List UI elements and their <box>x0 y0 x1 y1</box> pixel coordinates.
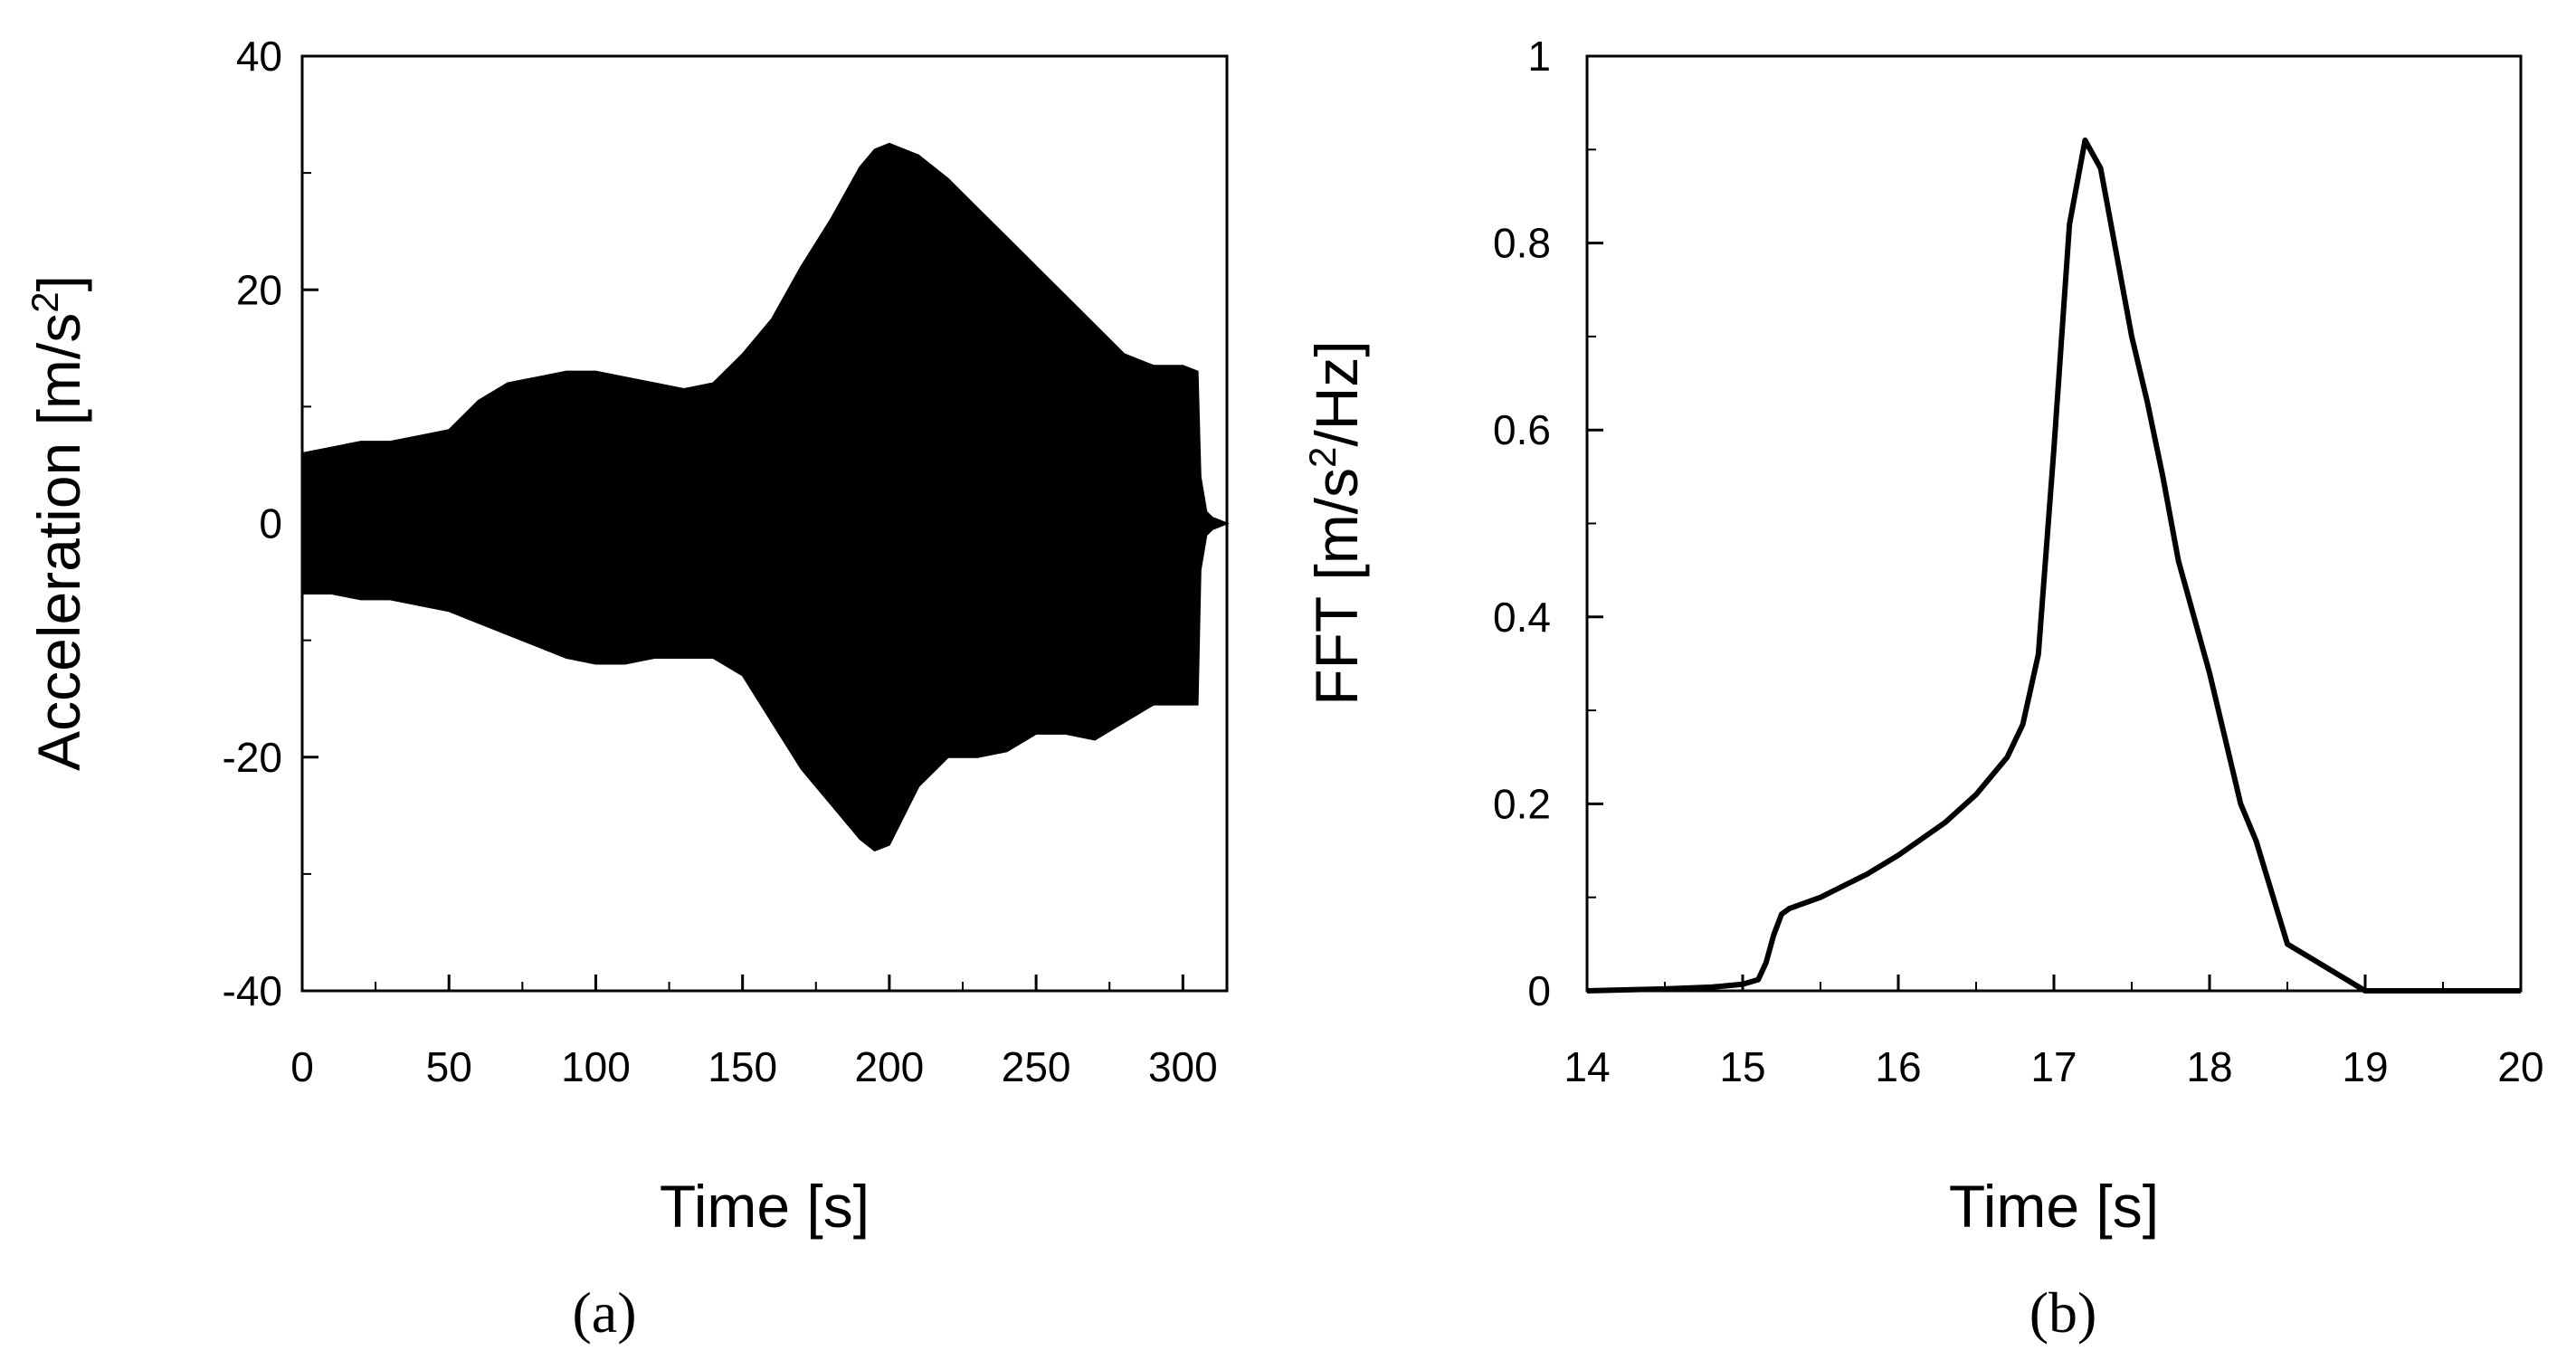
y-tick-label: 0.8 <box>1493 220 1551 267</box>
x-tick-label: 18 <box>2186 1043 2232 1090</box>
fft-spectrum-line <box>1586 138 2521 994</box>
x-tick-label: 50 <box>426 1043 472 1090</box>
x-tick-label: 300 <box>1148 1043 1218 1090</box>
y-tick-label: 0 <box>259 500 282 547</box>
x-tick-label: 16 <box>1875 1043 1921 1090</box>
y-tick-label: 0.6 <box>1493 406 1551 453</box>
panel-b-label: (b) <box>2029 1280 2097 1345</box>
panel-a-y-ticks: -40 -20 0 20 40 <box>223 33 318 1014</box>
y-tick-label: 20 <box>236 266 282 313</box>
panel-b-plot-frame <box>1585 54 2523 993</box>
x-tick-label: 0 <box>290 1043 314 1090</box>
x-tick-label: 15 <box>1719 1043 1765 1090</box>
y-tick-label: 0 <box>1527 967 1551 1014</box>
x-tick-label: 14 <box>1564 1043 1610 1090</box>
panel-a-x-ticks: 0 50 100 150 200 250 300 <box>290 975 1218 1090</box>
x-tick-label: 150 <box>708 1043 777 1090</box>
y-tick-label: -20 <box>223 734 282 781</box>
x-tick-label: 200 <box>855 1043 925 1090</box>
y-tick-label: 1 <box>1527 33 1551 80</box>
panel-b-y-axis-title: FFT [m/s2/Hz] <box>1301 340 1370 705</box>
panel-a-x-axis-title: Time [s] <box>660 1173 870 1240</box>
x-tick-label: 17 <box>2030 1043 2077 1090</box>
x-tick-label: 100 <box>561 1043 631 1090</box>
y-tick-label: -40 <box>223 967 282 1014</box>
y-tick-label: 40 <box>236 33 282 80</box>
x-tick-label: 250 <box>1002 1043 1071 1090</box>
y-tick-label: 0.4 <box>1493 594 1551 641</box>
x-tick-label: 20 <box>2497 1043 2543 1090</box>
x-tick-label: 19 <box>2342 1043 2388 1090</box>
panel-b-fft-chart: 0 0.2 0.4 0.6 0.8 1 14 15 16 17 18 19 20 Time [s] F… <box>1301 33 2544 1345</box>
panel-a-label: (a) <box>572 1280 636 1345</box>
y-tick-label: 0.2 <box>1493 780 1551 827</box>
acceleration-signal-envelope <box>301 142 1230 852</box>
panel-b-x-axis-title: Time [s] <box>1949 1173 2159 1240</box>
panel-b-y-ticks: 0 0.2 0.4 0.6 0.8 1 <box>1493 33 1603 1014</box>
panel-b-x-ticks: 14 15 16 17 18 19 20 <box>1564 975 2544 1090</box>
panel-a-y-axis-title: Acceleration [m/s2] <box>24 275 92 771</box>
